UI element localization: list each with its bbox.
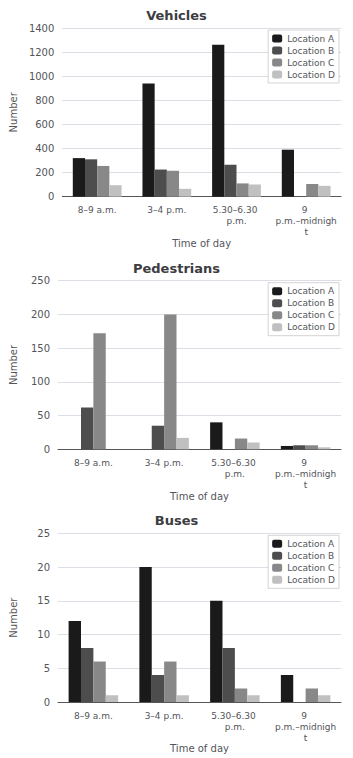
svg-text:p.m.–midnigh: p.m.–midnigh [275,722,336,732]
svg-text:200: 200 [35,167,54,178]
svg-text:Location C: Location C [287,310,334,320]
svg-text:Location A: Location A [287,539,335,549]
svg-text:600: 600 [35,119,54,130]
svg-text:t: t [304,733,308,743]
svg-text:Number: Number [8,597,19,638]
svg-text:Location D: Location D [287,70,335,80]
svg-text:p.m.: p.m. [225,469,245,479]
svg-text:9: 9 [301,711,310,721]
svg-text:Location D: Location D [287,322,335,332]
svg-text:t: t [304,227,308,237]
svg-text:10: 10 [37,629,50,640]
svg-text:9: 9 [301,458,310,468]
svg-text:400: 400 [35,143,54,154]
svg-text:5: 5 [44,663,50,674]
svg-text:3–4 p.m.: 3–4 p.m. [145,458,184,468]
svg-text:p.m.: p.m. [226,216,246,226]
svg-text:Location A: Location A [287,286,335,296]
svg-text:5.30–6.30: 5.30–6.30 [213,205,260,215]
svg-text:3–4 p.m.: 3–4 p.m. [145,711,184,721]
svg-text:9: 9 [302,205,311,215]
svg-text:Location A: Location A [287,34,335,44]
svg-text:Location C: Location C [287,563,334,573]
svg-text:Location B: Location B [287,298,334,308]
svg-text:100: 100 [31,376,50,387]
svg-text:3–4 p.m.: 3–4 p.m. [147,205,186,215]
svg-text:1000: 1000 [29,71,54,82]
svg-text:Pedestrians: Pedestrians [133,261,220,276]
svg-text:Vehicles: Vehicles [146,8,207,23]
svg-text:150: 150 [31,343,50,354]
svg-text:8–9 a.m.: 8–9 a.m. [74,711,113,721]
svg-text:Number: Number [8,91,19,132]
svg-text:p.m.: p.m. [225,722,245,732]
svg-text:t: t [304,480,308,490]
svg-text:200: 200 [31,309,50,320]
svg-text:1400: 1400 [29,23,54,34]
svg-text:Location B: Location B [287,46,334,56]
svg-text:0: 0 [44,697,50,708]
svg-text:0: 0 [44,444,50,455]
svg-text:25: 25 [37,528,50,539]
svg-text:p.m.–midnigh: p.m.–midnigh [275,469,336,479]
svg-text:Location C: Location C [287,58,334,68]
svg-text:8–9 a.m.: 8–9 a.m. [78,205,117,215]
svg-text:Time of day: Time of day [169,491,229,502]
svg-text:Location B: Location B [287,551,334,561]
svg-text:250: 250 [31,275,50,286]
svg-text:800: 800 [35,95,54,106]
svg-text:Time of day: Time of day [171,238,231,249]
svg-text:15: 15 [37,595,50,606]
svg-text:Time of day: Time of day [169,743,229,754]
svg-text:p.m.–midnigh: p.m.–midnigh [276,216,337,226]
svg-text:Location D: Location D [287,575,335,585]
svg-text:50: 50 [37,410,50,421]
svg-text:Number: Number [8,344,19,385]
svg-text:5.30–6.30: 5.30–6.30 [211,458,258,468]
svg-text:20: 20 [37,562,50,573]
svg-text:0: 0 [48,191,54,202]
svg-text:1200: 1200 [29,47,54,58]
svg-text:5.30–6.30: 5.30–6.30 [211,711,258,721]
svg-text:Buses: Buses [155,513,199,528]
svg-text:8–9 a.m.: 8–9 a.m. [74,458,113,468]
